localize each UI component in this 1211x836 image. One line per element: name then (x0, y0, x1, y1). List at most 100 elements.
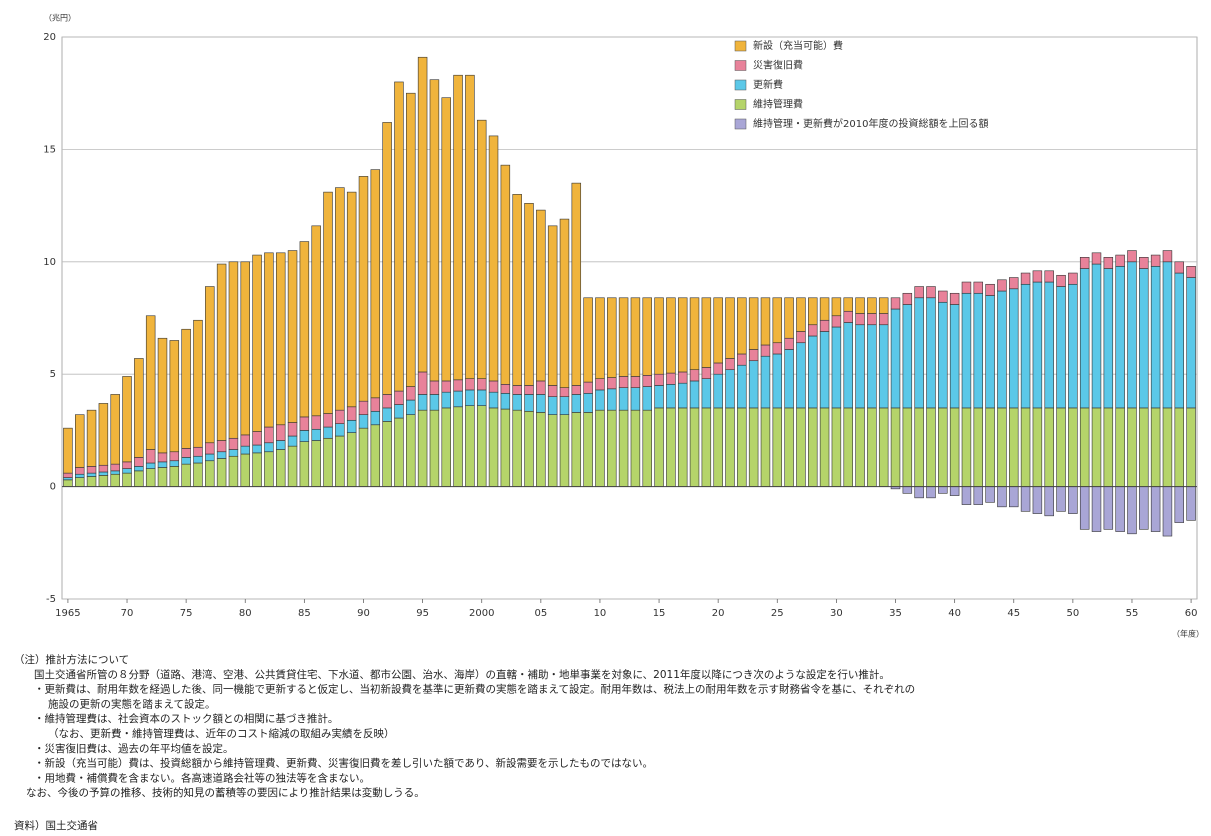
bar-segment (618, 376, 629, 388)
bar-segment (323, 413, 333, 428)
bar-segment (855, 324, 865, 409)
bar-segment (465, 378, 475, 391)
bar-segment (985, 486, 995, 503)
bar-segment (1150, 407, 1161, 487)
bar-segment (394, 404, 404, 419)
note-line: 施設の更新の実態を踏まえて設定。 (48, 697, 215, 710)
bar-segment (737, 353, 747, 366)
bar-segment (938, 407, 948, 487)
bar-segment (1079, 407, 1090, 487)
bar-segment (1044, 407, 1054, 487)
bar-segment (63, 477, 73, 481)
bar-segment (1115, 265, 1125, 409)
bar-segment (216, 451, 227, 459)
bar-segment (311, 415, 321, 430)
bar-segment (630, 409, 641, 487)
bar-segment (902, 486, 913, 494)
bar-segment (86, 409, 97, 467)
x-tick-label: 80 (239, 608, 252, 619)
bar-segment (677, 297, 688, 373)
bar-segment (311, 440, 321, 487)
bar-segment (926, 286, 936, 299)
bar-segment (524, 385, 534, 395)
bar-segment (607, 388, 617, 411)
x-tick-label: 1965 (55, 608, 80, 619)
bar-segment (902, 292, 913, 305)
bar-segment (1044, 270, 1054, 283)
bar-segment (914, 486, 924, 499)
bar-segment (630, 387, 641, 411)
bar-segment (973, 281, 984, 294)
bar-segment (252, 444, 262, 454)
legend-swatch (734, 79, 747, 91)
bar-segment (1079, 486, 1090, 530)
bar-segment (1150, 265, 1161, 409)
bar-segment (985, 295, 995, 409)
bar-segment (914, 286, 924, 299)
bar-segment (264, 426, 274, 444)
bar-segment (181, 457, 191, 465)
bar-segment (453, 390, 463, 408)
bar-segment (914, 407, 924, 487)
bar-segment (1150, 254, 1161, 267)
bar-segment (335, 435, 345, 487)
bar-segment (488, 380, 499, 393)
bar-segment (1079, 257, 1090, 269)
bar-segment (228, 449, 239, 457)
bar-segment (1020, 407, 1031, 487)
bar-segment (666, 372, 676, 385)
bar-segment (524, 410, 534, 487)
bar-segment (1032, 486, 1043, 514)
bar-segment (193, 446, 203, 457)
bar-segment (1079, 268, 1090, 409)
bar-segment (949, 304, 960, 409)
bar-segment (559, 414, 570, 487)
bar-segment (323, 426, 333, 439)
bar-segment (1068, 272, 1078, 285)
bar-segment (1009, 277, 1019, 290)
bar-segment (595, 378, 605, 391)
bar-segment (264, 252, 274, 428)
bar-segment (890, 308, 901, 409)
bar-segment (855, 407, 865, 487)
legend-swatch (734, 40, 747, 52)
bar-segment (1068, 486, 1078, 514)
bar-segment (240, 445, 250, 455)
bar-segment (867, 324, 877, 409)
bar-segment (75, 414, 85, 468)
bar-segment (796, 407, 806, 487)
bar-segment (1186, 277, 1196, 409)
bar-segment (358, 427, 369, 487)
bar-segment (417, 371, 428, 395)
bar-segment (275, 424, 286, 441)
bar-segment (252, 431, 262, 446)
note-line: ・用地費・補償費を含まない。各高速道路会社等の独法等を含まない。 (34, 771, 370, 784)
bar-segment (784, 349, 794, 409)
bar-segment (997, 407, 1007, 487)
bar-segment (1103, 407, 1114, 487)
bar-segment (536, 394, 546, 413)
bar-segment (890, 407, 901, 487)
bar-segment (240, 434, 250, 447)
bar-segment (819, 331, 830, 409)
bar-segment (595, 409, 605, 487)
bar-segment (252, 254, 262, 432)
bar-segment (110, 463, 120, 472)
bar-segment (1068, 283, 1078, 409)
bar-segment (713, 407, 723, 487)
x-tick-label: 10 (594, 608, 607, 619)
bar-segment (878, 407, 889, 487)
bar-segment (157, 337, 168, 454)
bar-segment (902, 304, 913, 409)
bar-segment (890, 297, 901, 310)
x-tick-label: 90 (357, 608, 370, 619)
note-line: なお、今後の予算の推移、技術的知見の蓄積等の要因により推計結果は変動しうる。 (26, 786, 425, 799)
bar-segment (500, 384, 511, 394)
bar-segment (346, 419, 357, 433)
bar-segment (1139, 268, 1149, 409)
bar-segment (1020, 272, 1031, 285)
bar-segment (796, 331, 806, 344)
bar-segment (985, 407, 995, 487)
bar-segment (346, 406, 357, 421)
